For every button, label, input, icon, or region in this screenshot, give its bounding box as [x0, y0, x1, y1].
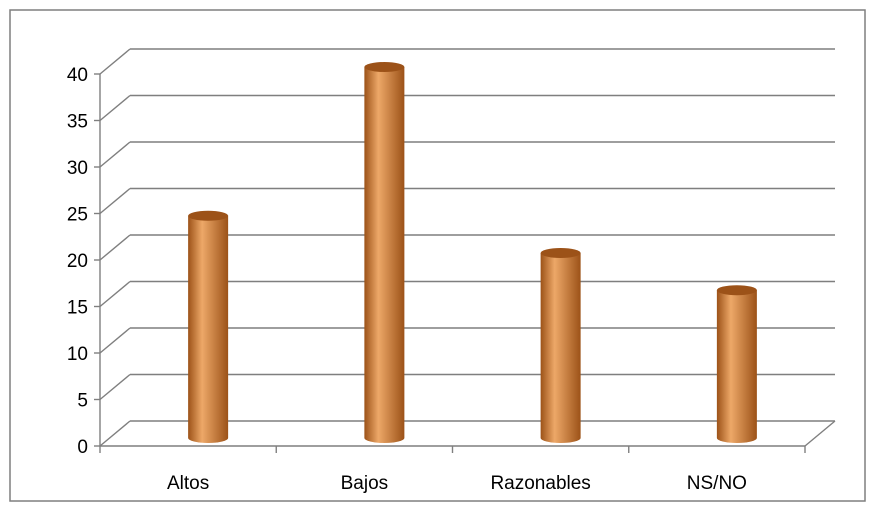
- y-tick-labels: 0 5 10 15 20 25 30 35 40: [67, 65, 88, 458]
- bar-top: [188, 210, 229, 221]
- floor-edge: [804, 420, 836, 447]
- gridline: [99, 234, 835, 261]
- bar-top: [364, 62, 405, 72]
- bar-body: [188, 215, 229, 443]
- x-tick-label: Razonables: [490, 473, 590, 494]
- gridline: [99, 187, 835, 215]
- x-tick-label: Bajos: [341, 473, 389, 494]
- bar-body: [540, 253, 581, 443]
- bar-ns-no: [716, 285, 757, 443]
- x-tick-label: NS/NO: [687, 473, 747, 494]
- axes: [94, 73, 836, 453]
- y-tick-label: 20: [67, 251, 88, 272]
- x-tick-labels: Altos Bajos Razonables NS/NO: [167, 473, 747, 494]
- bar-top: [540, 248, 581, 258]
- gridline: [99, 280, 835, 308]
- bar-body: [716, 290, 757, 443]
- x-tick-label: Altos: [167, 473, 209, 494]
- bar-altos: [188, 210, 229, 443]
- bars: [188, 62, 757, 443]
- y-tick-label: 15: [67, 298, 88, 319]
- y-tick-label: 5: [77, 391, 88, 412]
- y-tick-label: 10: [67, 344, 88, 365]
- y-tick-label: 25: [67, 205, 88, 226]
- bar-bajos: [364, 62, 405, 443]
- y-tick-label: 35: [67, 112, 88, 133]
- bar-top: [716, 285, 757, 296]
- bar-body: [364, 67, 405, 443]
- gridline: [99, 141, 835, 168]
- bar-razonables: [540, 248, 581, 443]
- gridline: [99, 94, 835, 122]
- y-tick-label: 30: [67, 158, 88, 179]
- y-tick-label: 0: [77, 437, 88, 458]
- gridline: [99, 48, 835, 75]
- y-tick-label: 40: [67, 65, 88, 86]
